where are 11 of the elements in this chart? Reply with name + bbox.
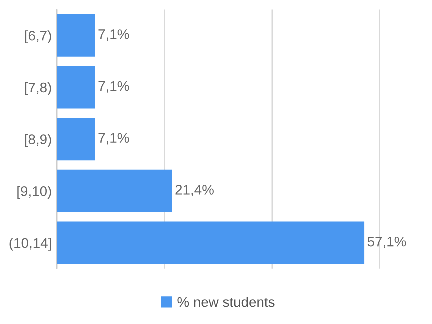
y-tick-label: [7,8) [25, 82, 52, 96]
legend-label: % new students [178, 296, 275, 308]
y-tick-label: [6,7) [25, 30, 52, 44]
data-label: 7,1% [98, 81, 130, 93]
y-tick-label: [8,9) [25, 134, 52, 148]
y-tick-label: (10,14] [10, 238, 52, 251]
data-label: 21,4% [176, 185, 214, 197]
data-label: 57,1% [368, 236, 406, 248]
data-label: 7,1% [98, 133, 130, 145]
y-tick-label: [9,10) [18, 186, 52, 200]
data-label: 7,1% [98, 30, 130, 42]
